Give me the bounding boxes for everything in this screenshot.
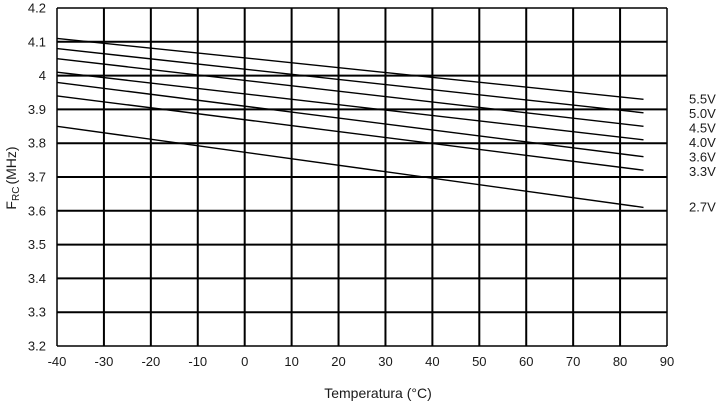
y-tick-label: 3.6 [28, 203, 46, 218]
y-tick-label: 4 [39, 68, 46, 83]
series-label: 3.6V [689, 149, 716, 164]
x-tick-label: -10 [188, 354, 207, 369]
y-axis-title-subscript: RC [11, 187, 22, 201]
y-axis-title: FRC (MHz) [3, 146, 22, 209]
y-tick-label: 4.2 [28, 1, 46, 16]
y-axis-title-unit: (MHz) [3, 146, 19, 184]
x-tick-label: 50 [472, 354, 486, 369]
x-axis-tick-labels: -40 -30 -20 -10 0 10 20 30 40 50 60 70 80 90 [48, 354, 675, 369]
x-tick-label: 0 [241, 354, 248, 369]
y-tick-label: 4.1 [28, 34, 46, 49]
series-line [56, 95, 644, 171]
series-line [56, 125, 644, 209]
series-label: 5.5V [689, 91, 716, 106]
x-tick-label: 80 [613, 354, 627, 369]
grid [56, 7, 668, 347]
series-label: 3.3V [689, 164, 716, 179]
series-line [56, 71, 644, 141]
series-label: 4.0V [689, 135, 716, 150]
series-line [56, 58, 644, 127]
series-line [56, 37, 644, 100]
series-label: 5.0V [689, 106, 716, 121]
x-tick-label: 30 [378, 354, 392, 369]
x-tick-label: -30 [95, 354, 114, 369]
y-axis-tick-labels: 3.2 3.3 3.4 3.5 3.6 3.7 3.8 3.9 4 4.1 4.2 [28, 1, 46, 354]
series-label: 4.5V [689, 120, 716, 135]
x-tick-label: 20 [331, 354, 345, 369]
y-tick-label: 3.5 [28, 237, 46, 252]
y-axis-title-main: F [3, 201, 19, 210]
series-line [56, 81, 644, 158]
y-tick-label: 3.4 [28, 271, 46, 286]
x-tick-label: 60 [519, 354, 533, 369]
series-line [56, 47, 644, 114]
series-label: 2.7V [689, 199, 716, 214]
x-tick-label: 40 [425, 354, 439, 369]
x-tick-label: -20 [141, 354, 160, 369]
x-axis-title: Temperatura (°C) [324, 385, 432, 401]
series-labels: 5.5V5.0V4.5V4.0V3.6V3.3V 2.7V [689, 91, 716, 214]
y-tick-label: 3.2 [28, 339, 46, 354]
y-tick-label: 3.3 [28, 305, 46, 320]
y-tick-label: 3.8 [28, 136, 46, 151]
x-tick-label: 70 [566, 354, 580, 369]
x-tick-label: 10 [284, 354, 298, 369]
y-tick-label: 3.9 [28, 102, 46, 117]
x-tick-label: 90 [660, 354, 674, 369]
y-tick-label: 3.7 [28, 170, 46, 185]
x-tick-label: -40 [48, 354, 67, 369]
series-lines [56, 37, 644, 209]
